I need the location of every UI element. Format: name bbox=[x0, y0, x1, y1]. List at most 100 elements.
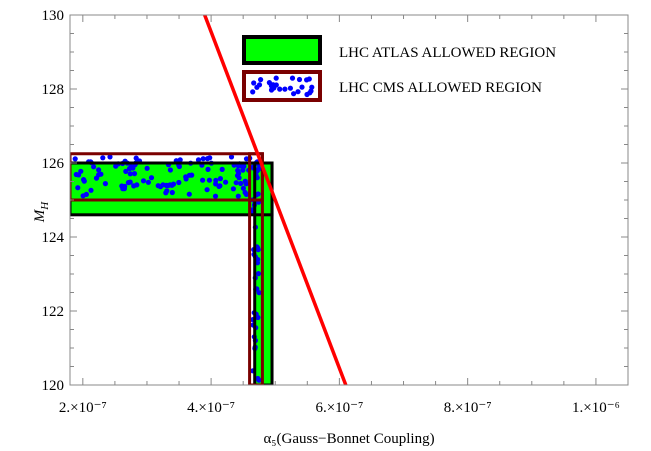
cms-dot bbox=[217, 183, 223, 189]
cms-dot bbox=[238, 180, 244, 187]
cms-dot bbox=[228, 154, 235, 160]
legend-cms-dot bbox=[295, 89, 301, 95]
cms-dot bbox=[230, 186, 236, 192]
legend-cms-dot bbox=[254, 84, 260, 90]
legend: LHC ATLAS ALLOWED REGION LHC CMS ALLOWED … bbox=[242, 35, 556, 102]
cms-dot bbox=[127, 171, 133, 177]
cms-dot bbox=[255, 191, 261, 197]
cms-dot bbox=[183, 176, 189, 182]
legend-cms-dot bbox=[287, 85, 293, 91]
legend-cms-dot bbox=[289, 75, 296, 81]
cms-dot bbox=[140, 178, 147, 184]
legend-cms-dot bbox=[304, 77, 310, 83]
legend-cms-dot bbox=[307, 90, 313, 96]
cms-dot bbox=[96, 167, 102, 173]
cms-dot bbox=[122, 183, 128, 189]
x-axis-title: α₅(Gauss−Bonnet Coupling) bbox=[263, 431, 434, 447]
legend-cms-dot bbox=[296, 76, 303, 83]
cms-horizontal-dots bbox=[72, 154, 262, 199]
plot-lines bbox=[203, 15, 348, 385]
cms-dot bbox=[131, 171, 138, 177]
cms-dot bbox=[145, 179, 151, 185]
cms-dot bbox=[75, 185, 81, 191]
cms-dot bbox=[243, 156, 250, 162]
cms-dot bbox=[219, 166, 225, 172]
cms-dot bbox=[233, 180, 239, 186]
plot-area bbox=[70, 152, 274, 385]
x-tick-label: 6.×10⁻⁷ bbox=[315, 400, 363, 416]
cms-dot bbox=[123, 168, 129, 174]
legend-swatch-atlas bbox=[242, 35, 322, 65]
legend-cms-dot bbox=[273, 75, 279, 81]
cms-dot bbox=[169, 189, 175, 196]
y-tick-label: 124 bbox=[42, 230, 65, 246]
cms-dot bbox=[217, 176, 223, 182]
cms-dot bbox=[80, 193, 86, 199]
legend-label-cms: LHC CMS ALLOWED REGION bbox=[339, 80, 542, 96]
cms-dot bbox=[256, 290, 262, 296]
cms-dot bbox=[240, 185, 246, 191]
cms-dot bbox=[96, 172, 102, 178]
legend-cms-dot bbox=[270, 82, 276, 88]
cms-dot bbox=[107, 154, 113, 160]
cms-dot bbox=[212, 193, 219, 199]
cms-dot bbox=[205, 166, 211, 172]
cms-dot bbox=[160, 182, 166, 188]
cms-dot bbox=[242, 189, 248, 196]
legend-cms-dot bbox=[268, 87, 275, 93]
x-tick-label: 1.×10⁻⁶ bbox=[572, 400, 620, 416]
cms-dot bbox=[240, 167, 246, 173]
legend-cms-dot bbox=[250, 89, 256, 95]
y-axis-title: MH bbox=[32, 201, 51, 224]
cms-dot bbox=[189, 172, 195, 178]
y-tick-label: 126 bbox=[42, 156, 65, 172]
cms-dot bbox=[113, 163, 119, 169]
cms-dot bbox=[213, 181, 219, 187]
cms-dot bbox=[102, 181, 108, 187]
legend-cms-dot bbox=[299, 84, 305, 90]
cms-dot bbox=[255, 245, 261, 251]
cms-dot bbox=[167, 167, 173, 173]
y-tick-label: 128 bbox=[42, 82, 65, 98]
y-tick-label: 122 bbox=[42, 304, 65, 320]
cms-dot bbox=[195, 157, 202, 163]
cms-dot bbox=[130, 165, 136, 171]
cms-dot bbox=[200, 156, 206, 162]
legend-cms-dot bbox=[258, 77, 264, 83]
cms-dot bbox=[235, 193, 241, 199]
cms-dot bbox=[207, 155, 213, 161]
cms-dot bbox=[100, 155, 106, 161]
cms-dot bbox=[236, 170, 242, 176]
cms-dot bbox=[206, 177, 212, 183]
x-tick-label: 8.×10⁻⁷ bbox=[444, 400, 492, 416]
legend-cms-dot bbox=[277, 86, 283, 92]
cms-dot bbox=[242, 178, 248, 184]
cms-dot bbox=[88, 187, 94, 193]
cms-dot bbox=[255, 256, 261, 263]
cms-dot bbox=[177, 157, 183, 163]
cms-dot bbox=[148, 175, 155, 181]
cms-dot bbox=[186, 191, 192, 197]
red-constraint-line bbox=[203, 15, 348, 385]
cms-dot bbox=[78, 168, 84, 174]
cms-dot bbox=[170, 181, 177, 187]
cms-dot bbox=[176, 179, 182, 186]
legend-label-atlas: LHC ATLAS ALLOWED REGION bbox=[339, 45, 556, 61]
cms-dot bbox=[134, 182, 140, 188]
cms-dot bbox=[200, 177, 206, 183]
cms-dot bbox=[125, 180, 131, 186]
x-tick-label: 2.×10⁻⁷ bbox=[59, 400, 107, 416]
cms-dot bbox=[91, 164, 97, 170]
legend-cms-dots bbox=[250, 75, 315, 98]
legend-cms-dot bbox=[251, 80, 257, 86]
legend-cms-dot bbox=[309, 84, 315, 90]
cms-dot bbox=[255, 314, 261, 321]
cms-dot bbox=[256, 377, 262, 383]
cms-dot bbox=[255, 271, 261, 277]
cms-dot bbox=[81, 178, 87, 184]
cms-dot bbox=[236, 175, 242, 181]
y-tick-label: 120 bbox=[42, 378, 65, 394]
cms-dot bbox=[144, 165, 150, 171]
y-tick-label: 130 bbox=[42, 8, 65, 24]
